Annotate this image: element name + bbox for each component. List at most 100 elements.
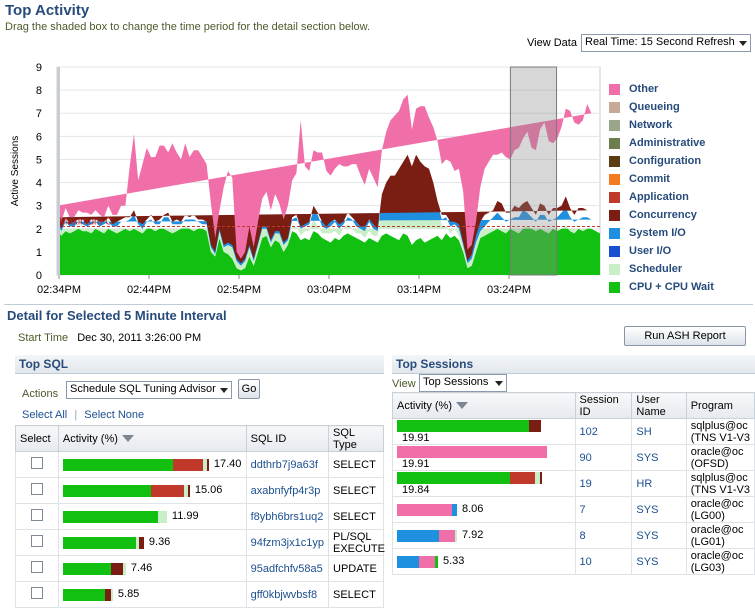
sql-id-link[interactable]: 94fzm3jx1c1yp <box>250 536 324 549</box>
program-line: sqlplus@oc <box>690 419 748 432</box>
sql-id-cell: ddthrb7j9a63f <box>245 451 330 478</box>
session-id-cell: 102 <box>574 418 633 445</box>
activity-bar-segment <box>455 529 457 542</box>
view-data-select[interactable]: Real Time: 15 Second Refresh <box>581 34 751 52</box>
legend-label: System I/O <box>629 227 686 239</box>
legend-swatch <box>609 102 620 113</box>
col-activity-label: Activity (%) <box>62 432 118 445</box>
program-line: oracle@oc <box>690 497 744 510</box>
session-id-cell: 10 <box>574 548 633 575</box>
row-checkbox[interactable] <box>30 535 43 547</box>
sql-type-text: SELECT <box>333 588 376 601</box>
program-text: oracle@oc (LG03) <box>691 550 744 574</box>
program-cell: sqlplus@oc (TNS V1-V3 <box>685 418 755 445</box>
user-name-link[interactable]: SYS <box>636 555 659 568</box>
session-id-cell: 90 <box>574 444 633 471</box>
program-line: oracle@oc <box>690 523 744 536</box>
table-row: 19.91 90 SYS oracle@oc (OFSD) <box>392 444 755 471</box>
activity-cell: 5.85 <box>57 581 247 608</box>
user-name-link[interactable]: SYS <box>636 503 659 516</box>
col-select: Select <box>15 425 59 452</box>
activity-cell: 17.40 <box>57 451 247 478</box>
table-row: 19.91 102 SH sqlplus@oc (TNS V1-V3 <box>392 418 755 445</box>
activity-bar-segment <box>202 458 207 471</box>
row-checkbox[interactable] <box>30 483 43 495</box>
legend-label: Configuration <box>629 155 702 167</box>
sql-type-text: UPDATE <box>333 562 377 575</box>
table-row: 15.06 axabnfyfp4r3p SELECT <box>15 477 384 504</box>
sql-id-cell: 94fzm3jx1c1yp <box>245 529 330 556</box>
activity-bar-segment <box>435 555 438 568</box>
legend-label: Other <box>629 83 659 95</box>
max-cpu-label: Maximum C <box>59 216 112 227</box>
detail-title: Detail for Selected 5 Minute Interval <box>7 308 227 323</box>
x-tick-label: 02:54PM <box>217 284 261 296</box>
y-tick-label: 8 <box>36 85 42 97</box>
activity-bar-segment <box>62 536 136 549</box>
sql-id-link[interactable]: 95adfchfv58a5 <box>250 562 323 575</box>
view-data-label: View Data <box>527 37 577 49</box>
session-activity-cell: 7.92 <box>392 522 576 549</box>
program-text: sqlplus@oc (TNS V1-V3 <box>691 420 750 444</box>
session-activity-cell: 19.91 <box>392 418 576 445</box>
activity-value: 19.84 <box>402 483 430 496</box>
sql-id-link[interactable]: ddthrb7j9a63f <box>250 458 318 471</box>
sql-id-cell: 95adfchfv58a5 <box>245 555 330 582</box>
session-id-link[interactable]: 10 <box>579 555 592 568</box>
program-text: oracle@oc (OFSD) <box>691 446 744 470</box>
session-id-link[interactable]: 90 <box>579 451 592 464</box>
start-time-value: Dec 30, 2011 3:26:00 PM <box>77 332 202 344</box>
select-all-link[interactable]: Select All <box>22 409 68 421</box>
activity-bar <box>62 458 209 471</box>
session-id-link[interactable]: 19 <box>579 477 592 490</box>
program-line: sqlplus@oc <box>690 471 748 484</box>
sql-type-cell: UPDATE <box>328 555 384 582</box>
user-name-link[interactable]: HR <box>636 477 653 490</box>
session-id-cell: 8 <box>574 522 633 549</box>
activity-bar-segment <box>397 445 547 458</box>
go-button[interactable]: Go <box>238 379 260 399</box>
row-checkbox[interactable] <box>30 561 43 573</box>
time-selection-box[interactable] <box>509 66 558 276</box>
activity-bar-segment <box>62 458 173 471</box>
session-activity-cell: 19.91 <box>392 444 576 471</box>
run-ash-report-button[interactable]: Run ASH Report <box>624 326 746 346</box>
activity-bar-segment <box>397 503 452 516</box>
col-activity[interactable]: Activity (%) <box>57 425 247 452</box>
user-name-link[interactable]: SYS <box>636 451 659 464</box>
select-none-link[interactable]: Select None <box>84 409 145 421</box>
activity-bar-segment <box>183 484 188 497</box>
activity-value: 11.99 <box>171 510 199 523</box>
user-name-link[interactable]: SH <box>636 425 652 438</box>
chevron-down-icon <box>495 381 503 386</box>
session-id-link[interactable]: 102 <box>579 425 598 438</box>
view-select[interactable]: Top Sessions <box>419 374 507 392</box>
col-session-id: Session ID <box>574 392 633 419</box>
row-checkbox[interactable] <box>30 509 43 521</box>
session-id-link[interactable]: 8 <box>579 529 586 542</box>
legend-label: CPU + CPU Wait <box>629 281 714 293</box>
detail-divider <box>4 304 753 305</box>
actions-select[interactable]: Schedule SQL Tuning Advisor <box>66 381 232 399</box>
y-tick-label: 9 <box>36 62 42 74</box>
sql-type-cell: SELECT <box>328 451 384 478</box>
row-checkbox[interactable] <box>30 457 43 469</box>
col-session-activity[interactable]: Activity (%) <box>392 392 576 419</box>
sql-id-link[interactable]: f8ybh6brs1uq2 <box>250 510 324 523</box>
session-activity-cell: 19.84 <box>392 470 576 497</box>
instructions-text: Drag the shaded box to change the time p… <box>5 21 371 33</box>
row-checkbox[interactable] <box>30 587 43 599</box>
sql-id-link[interactable]: axabnfyfp4r3p <box>250 484 321 497</box>
activity-cell: 11.99 <box>57 503 247 530</box>
start-time-label: Start Time <box>18 332 69 344</box>
user-name-link[interactable]: SYS <box>636 529 659 542</box>
activity-bar-segment <box>397 555 419 568</box>
activity-value: 5.85 <box>117 588 140 601</box>
activity-bar-segment <box>529 419 541 432</box>
activity-value: 19.91 <box>402 457 430 470</box>
legend-label: Scheduler <box>629 263 683 275</box>
session-id-link[interactable]: 7 <box>579 503 586 516</box>
sql-id-link[interactable]: gff0kbjwvbsf8 <box>250 588 318 601</box>
select-cell <box>15 529 59 556</box>
legend-label: Network <box>629 119 673 131</box>
